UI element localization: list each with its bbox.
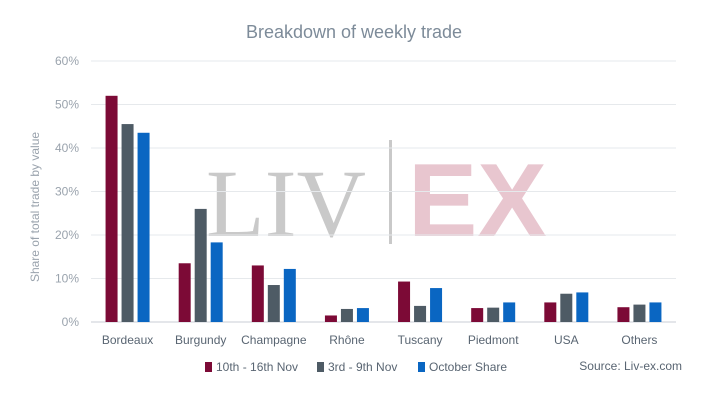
legend-label: 3rd - 9th Nov bbox=[328, 360, 397, 374]
y-tick-label: 30% bbox=[55, 185, 79, 199]
bar bbox=[194, 208, 207, 322]
bar bbox=[324, 315, 337, 322]
bar bbox=[560, 293, 573, 322]
bar bbox=[649, 302, 662, 322]
bar bbox=[283, 268, 296, 322]
bar-group bbox=[398, 281, 443, 322]
bar bbox=[430, 288, 443, 322]
bar bbox=[487, 307, 500, 322]
y-axis-ticks: 0% 10% 20% 30% 40% 50% 60% bbox=[55, 54, 79, 329]
bar bbox=[633, 304, 646, 322]
bar bbox=[178, 263, 191, 322]
bar bbox=[210, 242, 223, 322]
source-note: Source: Liv-ex.com bbox=[579, 359, 682, 373]
bar bbox=[471, 308, 484, 322]
legend-label: 10th - 16th Nov bbox=[216, 360, 298, 374]
y-tick-label: 40% bbox=[55, 141, 79, 155]
legend-swatch bbox=[205, 362, 212, 372]
bar-group bbox=[544, 292, 589, 322]
legend-item: 3rd - 9th Nov bbox=[317, 360, 397, 374]
bar-group bbox=[105, 95, 150, 322]
y-tick-label: 60% bbox=[55, 54, 79, 68]
bars bbox=[105, 95, 662, 322]
bar bbox=[105, 95, 118, 322]
legend-swatch bbox=[317, 362, 324, 372]
bar bbox=[544, 302, 557, 322]
bar bbox=[267, 285, 280, 322]
bar-group bbox=[617, 302, 662, 322]
bar bbox=[121, 124, 134, 322]
bar bbox=[356, 308, 369, 322]
bar-group bbox=[324, 308, 369, 322]
watermark: LIV EX bbox=[206, 140, 547, 259]
bar bbox=[503, 302, 516, 322]
x-axis-ticks: Bordeaux Burgundy Champagne Rhône Tuscany Pie… bbox=[102, 333, 658, 347]
y-tick-label: 0% bbox=[62, 315, 80, 329]
legend-swatch bbox=[418, 362, 425, 372]
bar bbox=[137, 132, 150, 322]
watermark-ex: EX bbox=[408, 143, 547, 259]
bar-group bbox=[471, 302, 516, 322]
legend-item: 10th - 16th Nov bbox=[205, 360, 298, 374]
y-tick-label: 10% bbox=[55, 272, 79, 286]
chart-title: Breakdown of weekly trade bbox=[246, 22, 462, 42]
legend-item: October Share bbox=[418, 360, 507, 374]
legend-label: October Share bbox=[429, 360, 507, 374]
x-tick-label: Tuscany bbox=[398, 333, 443, 347]
bar bbox=[398, 281, 411, 322]
y-tick-label: 50% bbox=[55, 98, 79, 112]
bar bbox=[251, 265, 264, 322]
bar bbox=[340, 308, 353, 322]
y-tick-label: 20% bbox=[55, 228, 79, 242]
x-tick-label: USA bbox=[554, 333, 579, 347]
x-tick-label: Burgundy bbox=[175, 333, 226, 347]
bar bbox=[576, 292, 589, 322]
watermark-liv: LIV bbox=[206, 150, 366, 257]
bar bbox=[414, 305, 427, 322]
legend: 10th - 16th Nov 3rd - 9th Nov October Shar… bbox=[205, 360, 507, 374]
x-tick-label: Rhône bbox=[329, 333, 365, 347]
y-axis-label: Share of total trade by value bbox=[28, 132, 42, 282]
x-tick-label: Bordeaux bbox=[102, 333, 153, 347]
x-tick-label: Others bbox=[621, 333, 657, 347]
x-tick-label: Champagne bbox=[241, 333, 307, 347]
x-tick-label: Piedmont bbox=[468, 333, 519, 347]
bar-group bbox=[251, 265, 296, 322]
bar bbox=[617, 307, 630, 322]
bar-group bbox=[178, 208, 223, 322]
